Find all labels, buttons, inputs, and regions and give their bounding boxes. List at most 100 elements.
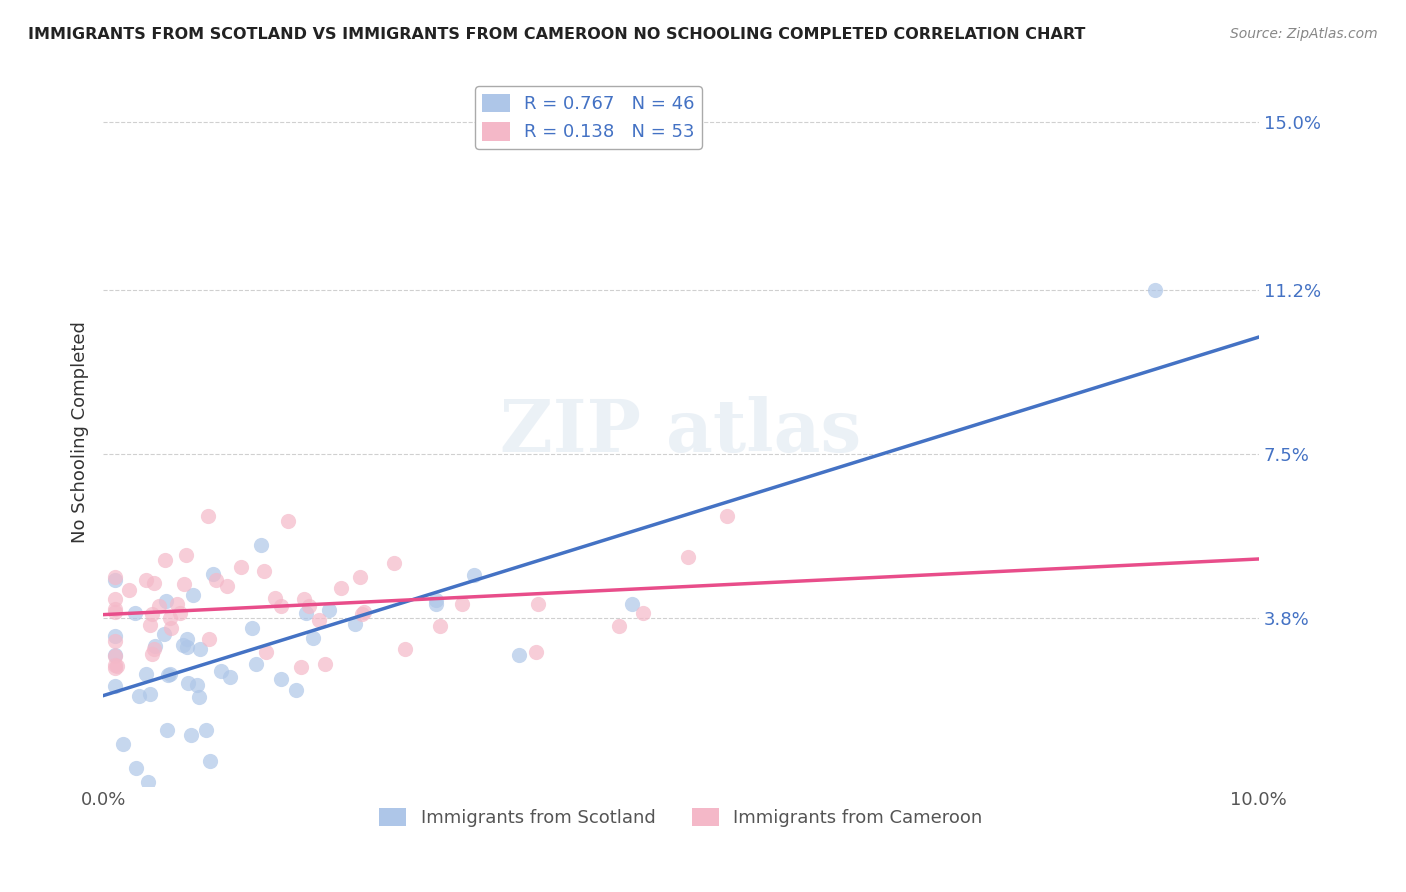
Point [249,538,271,552]
Point [240,621,263,635]
Point [314,657,336,671]
Point [508,648,530,663]
Point [139,617,162,632]
Point [194,723,217,738]
Point [344,617,367,632]
Point [264,591,287,606]
Point [270,673,292,687]
Point [621,597,644,611]
Point [188,690,211,704]
Point [197,509,219,524]
Point [141,607,163,622]
Point [631,606,654,620]
Point [104,648,127,662]
Point [142,641,165,656]
Y-axis label: No Schooling Completed: No Schooling Completed [72,321,89,543]
Text: ZIP atlas: ZIP atlas [501,396,862,467]
Point [118,582,141,597]
Point [156,723,179,737]
Point [349,570,371,584]
Point [215,579,238,593]
Point [172,638,194,652]
Point [155,594,177,608]
Point [253,564,276,578]
Point [198,632,221,646]
Point [152,627,174,641]
Point [141,647,163,661]
Point [104,661,127,675]
Point [104,570,127,584]
Point [425,593,447,607]
Point [229,559,252,574]
Point [295,606,318,620]
Point [135,573,157,587]
Point [302,631,325,645]
Point [676,550,699,565]
Point [463,568,485,582]
Point [159,611,181,625]
Point [245,657,267,672]
Point [176,632,198,646]
Point [143,576,166,591]
Point [174,549,197,563]
Point [177,676,200,690]
Point [169,606,191,620]
Point [607,618,630,632]
Point [200,754,222,768]
Point [125,761,148,775]
Point [104,649,127,664]
Point [318,603,340,617]
Point [153,553,176,567]
Point [104,592,127,607]
Point [330,581,353,595]
Point [104,657,127,672]
Point [166,597,188,611]
Point [104,629,127,643]
Point [104,605,127,619]
Point [1143,283,1166,297]
Point [209,665,232,679]
Point [104,634,127,648]
Point [139,687,162,701]
Point [160,621,183,635]
Point [527,597,550,611]
Point [136,775,159,789]
Point [292,592,315,607]
Point [716,509,738,524]
Point [188,641,211,656]
Point [135,666,157,681]
Point [105,659,128,673]
Point [353,605,375,619]
Legend: Immigrants from Scotland, Immigrants from Cameroon: Immigrants from Scotland, Immigrants fro… [373,800,990,834]
Point [308,613,330,627]
Point [104,679,127,693]
Text: Source: ZipAtlas.com: Source: ZipAtlas.com [1230,27,1378,41]
Point [145,639,167,653]
Point [382,556,405,570]
Point [176,640,198,654]
Point [298,599,321,613]
Point [290,659,312,673]
Point [181,588,204,602]
Point [352,607,374,621]
Point [104,573,127,587]
Point [148,599,170,613]
Point [429,619,451,633]
Point [156,667,179,681]
Point [124,606,146,620]
Point [159,667,181,681]
Point [104,602,127,616]
Point [219,670,242,684]
Point [254,645,277,659]
Point [394,642,416,657]
Point [128,689,150,703]
Point [270,599,292,613]
Point [180,728,202,742]
Point [173,576,195,591]
Point [524,645,547,659]
Point [451,597,474,611]
Text: IMMIGRANTS FROM SCOTLAND VS IMMIGRANTS FROM CAMEROON NO SCHOOLING COMPLETED CORR: IMMIGRANTS FROM SCOTLAND VS IMMIGRANTS F… [28,27,1085,42]
Point [202,566,225,581]
Point [186,678,208,692]
Point [111,737,134,751]
